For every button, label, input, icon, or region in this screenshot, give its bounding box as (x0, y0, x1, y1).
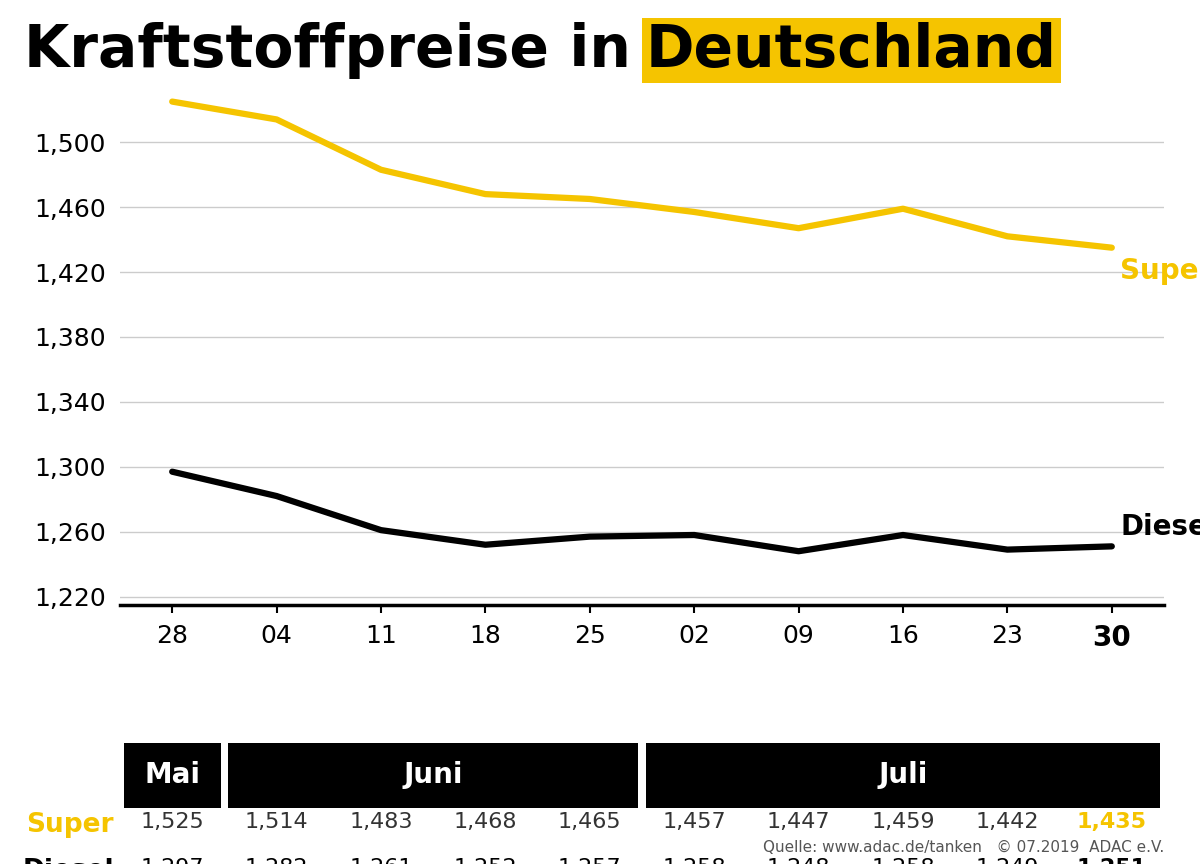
Text: Diesel: Diesel (1120, 513, 1200, 542)
Text: Kraftstoffpreise in: Kraftstoffpreise in (24, 22, 652, 79)
Text: 1,459: 1,459 (871, 812, 935, 832)
Text: Super E10: Super E10 (1120, 257, 1200, 285)
Text: 1,457: 1,457 (662, 812, 726, 832)
Text: 1,483: 1,483 (349, 812, 413, 832)
Text: 1,252: 1,252 (454, 858, 517, 864)
Text: Juli: Juli (878, 761, 928, 790)
Text: 1,249: 1,249 (976, 858, 1039, 864)
Text: 1,258: 1,258 (662, 858, 726, 864)
Text: 1,435: 1,435 (1076, 812, 1147, 832)
Text: Quelle: www.adac.de/tanken   © 07.2019  ADAC e.V.: Quelle: www.adac.de/tanken © 07.2019 ADA… (763, 841, 1164, 855)
Text: 1,297: 1,297 (140, 858, 204, 864)
Text: 1,514: 1,514 (245, 812, 308, 832)
Text: 1,525: 1,525 (140, 812, 204, 832)
Text: Juni: Juni (403, 761, 463, 790)
Text: 1,261: 1,261 (349, 858, 413, 864)
Text: 1,257: 1,257 (558, 858, 622, 864)
Text: 1,465: 1,465 (558, 812, 622, 832)
Text: Super: Super (26, 812, 114, 838)
Text: 1,251: 1,251 (1076, 858, 1147, 864)
Text: Diesel: Diesel (23, 858, 114, 864)
Text: 1,447: 1,447 (767, 812, 830, 832)
Text: Mai: Mai (144, 761, 200, 790)
Text: 1,282: 1,282 (245, 858, 308, 864)
Text: 1,258: 1,258 (871, 858, 935, 864)
Text: Deutschland: Deutschland (646, 22, 1056, 79)
Text: 1,248: 1,248 (767, 858, 830, 864)
Text: 1,442: 1,442 (976, 812, 1039, 832)
Text: 1,468: 1,468 (454, 812, 517, 832)
